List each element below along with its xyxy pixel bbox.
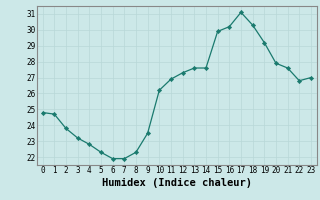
X-axis label: Humidex (Indice chaleur): Humidex (Indice chaleur): [102, 178, 252, 188]
